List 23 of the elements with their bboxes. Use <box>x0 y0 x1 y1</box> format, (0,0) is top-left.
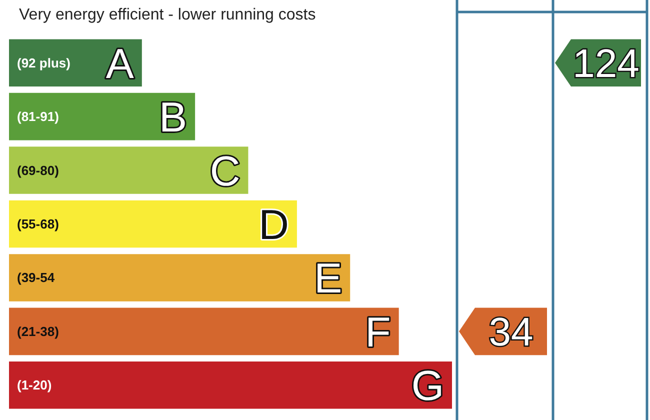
y-tick-label: (1-20) <box>17 378 52 393</box>
bar <box>9 92 196 140</box>
bar <box>9 146 248 194</box>
y-tick-label: (21-38) <box>17 324 59 339</box>
bar <box>9 362 452 409</box>
y-tick-label: (81-91) <box>17 109 59 124</box>
text: 34 <box>488 310 534 354</box>
chart-title: Very energy efficient - lower running costs <box>19 6 316 24</box>
annotation: A <box>106 40 134 87</box>
y-tick-label: (69-80) <box>17 162 59 178</box>
y-tick-label: (39-54 <box>17 270 56 286</box>
annotation: C <box>210 147 240 194</box>
annotation: F <box>365 308 391 356</box>
annotation: D <box>258 201 289 248</box>
annotation: E <box>314 254 342 302</box>
bar <box>9 200 297 248</box>
annotation: B <box>159 94 188 141</box>
bar <box>9 308 399 356</box>
bar <box>9 254 350 302</box>
y-tick-label: (92 plus) <box>17 55 70 70</box>
text: 124 <box>572 42 640 86</box>
annotation: G <box>411 362 444 410</box>
y-tick-label: (55-68) <box>17 216 59 232</box>
